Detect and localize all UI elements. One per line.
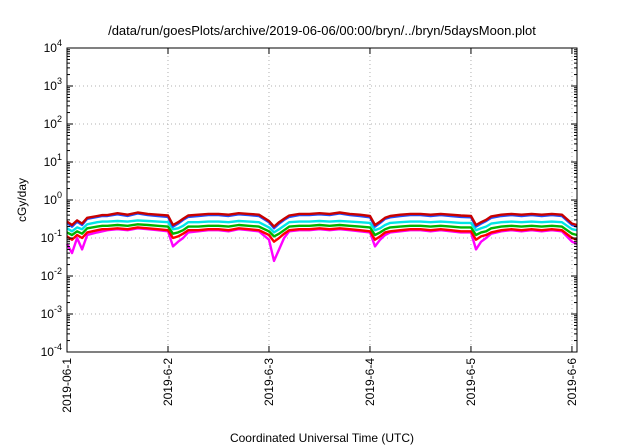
series-line	[66, 226, 578, 243]
series-line	[65, 227, 578, 263]
x-axis-label: Coordinated Universal Time (UTC)	[230, 431, 414, 445]
y-tick-label: 103	[44, 76, 62, 93]
x-tick-label: 2019-6-5	[464, 358, 478, 406]
series-line	[66, 223, 578, 238]
x-axis: 2019-06-1 2019-6-2 2019-6-3 2019-6-4 2019-6-…	[60, 48, 579, 413]
y-tick-label: 10-2	[41, 266, 62, 283]
grid	[67, 48, 577, 352]
x-tick-label: 2019-6-4	[363, 358, 377, 406]
chart-title: /data/run/goesPlots/archive/2019-06-06/0…	[108, 23, 536, 38]
x-tick-label: 2019-6-2	[161, 358, 175, 406]
y-tick-label: 100	[44, 190, 62, 207]
series-group	[65, 211, 578, 263]
y-axis-label: cGy/day	[15, 178, 29, 222]
y-axis: 10-4 10-3 10-2 10-1 100 101 102 103 104	[41, 38, 577, 359]
x-tick-label: 2019-6-6	[565, 358, 579, 406]
y-tick-label: 104	[44, 38, 62, 55]
y-tick-label: 10-4	[41, 342, 62, 359]
series-line	[66, 219, 578, 234]
y-tick-label: 102	[44, 114, 62, 131]
x-tick-label: 2019-6-3	[262, 358, 276, 406]
series-line	[66, 211, 578, 228]
y-tick-label: 101	[44, 152, 62, 169]
y-tick-label: 10-3	[41, 304, 62, 321]
x-tick-label: 2019-06-1	[60, 358, 74, 413]
y-tick-label: 10-1	[41, 228, 62, 245]
